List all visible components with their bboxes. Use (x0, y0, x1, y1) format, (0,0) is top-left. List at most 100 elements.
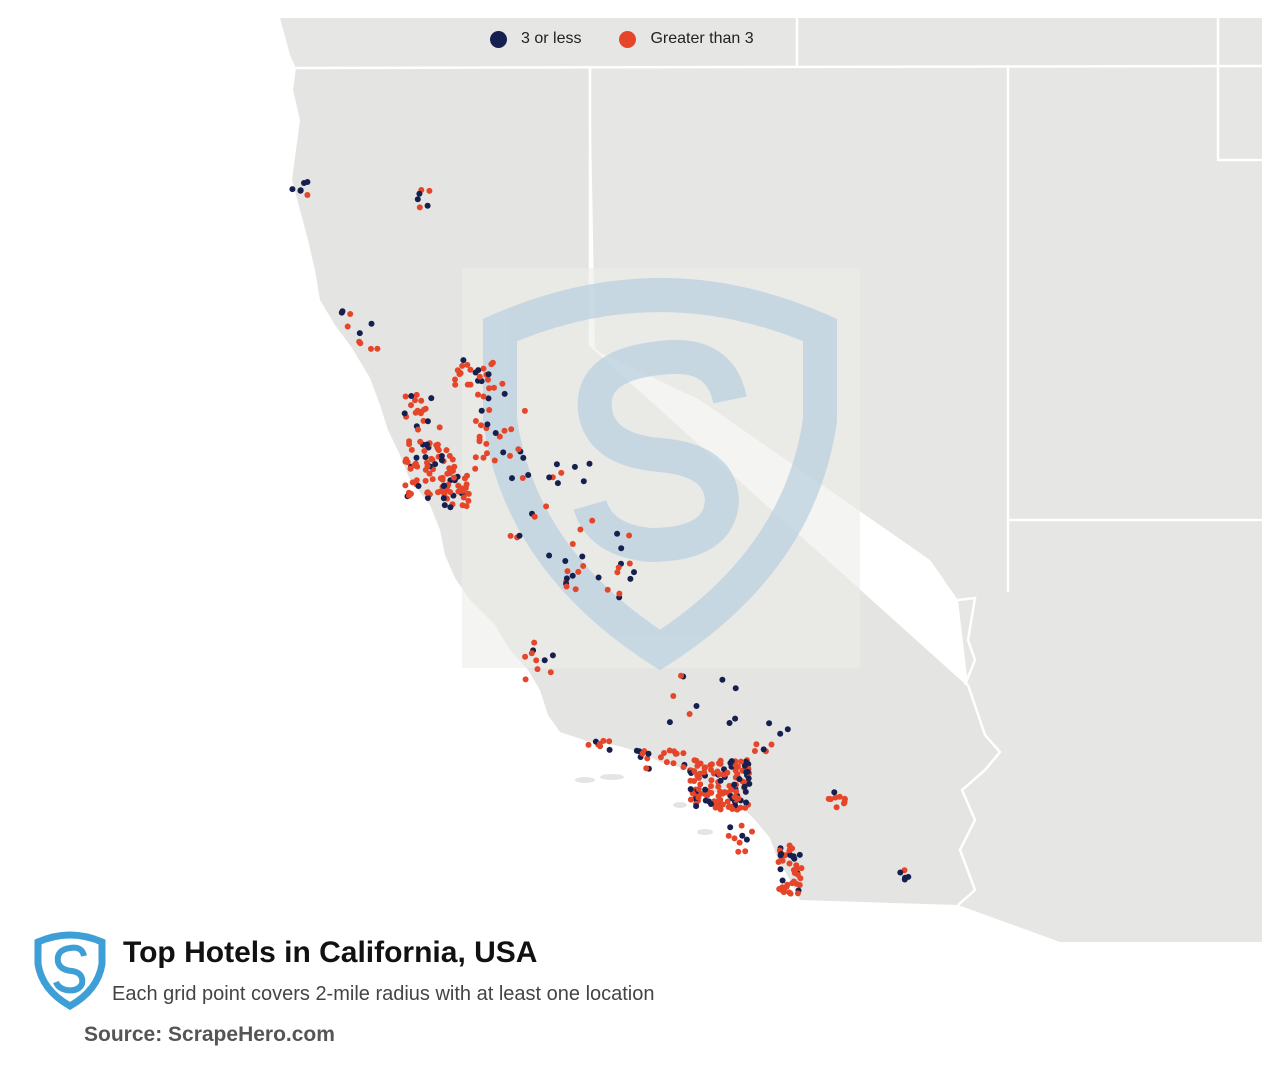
watermark-logo (483, 278, 837, 671)
hotel-point (562, 558, 569, 564)
hotel-point (485, 376, 491, 383)
hotel-point (549, 652, 556, 659)
hotel-point (695, 786, 702, 793)
hotel-point (441, 482, 448, 489)
hotel-point (409, 479, 416, 486)
hotel-point (742, 848, 749, 855)
hotel-point (416, 190, 423, 197)
hotel-point (790, 853, 797, 860)
hotel-point (571, 463, 578, 470)
hotel-point (522, 653, 529, 660)
hotel-point (737, 804, 744, 811)
hotel-point (417, 438, 424, 445)
hotel-point (776, 886, 783, 892)
hotel-point (543, 503, 550, 510)
hotel-point (702, 786, 709, 793)
hotel-point (418, 397, 425, 404)
hotel-point (600, 737, 607, 744)
hotel-point (626, 560, 633, 567)
hotel-point (746, 780, 753, 787)
hotel-point (424, 441, 430, 448)
hotel-point (579, 553, 586, 560)
hotel-point (368, 345, 374, 352)
hotel-point (420, 406, 427, 413)
hotel-point (741, 783, 748, 790)
hotel-point (569, 541, 576, 547)
hotel-point (786, 847, 793, 854)
hotel-point (408, 402, 414, 409)
hotel-point (424, 495, 431, 501)
hotel-point (478, 407, 485, 414)
hotel-point (404, 459, 411, 466)
hotel-point (796, 851, 803, 858)
hotel-point (475, 367, 482, 374)
hotel-point (702, 797, 709, 804)
hotel-point (733, 788, 740, 795)
hotel-point (615, 564, 622, 571)
hotel-point (421, 448, 428, 454)
hotel-point (726, 782, 733, 789)
hotel-point (779, 877, 786, 884)
hotel-point (702, 791, 709, 798)
hotel-point (554, 480, 561, 487)
hotel-point (443, 447, 450, 454)
hotel-point (368, 320, 375, 327)
hotel-point (836, 793, 843, 800)
channel-island (673, 802, 687, 808)
legend-label-high: Greater than 3 (650, 30, 754, 47)
hotel-point (467, 366, 474, 373)
hotel-point (786, 889, 793, 896)
hotel-point (344, 323, 351, 330)
source-credit: Source: ScrapeHero.com (84, 1023, 335, 1046)
hotel-point (749, 828, 755, 835)
hotel-point (501, 427, 508, 434)
hotel-point (701, 769, 708, 776)
hotel-point (563, 575, 570, 582)
hotel-point (678, 672, 684, 679)
hotel-point (484, 450, 490, 457)
hotel-point (407, 465, 414, 472)
hotel-point (356, 330, 363, 337)
hotel-point (708, 766, 714, 773)
hotel-point (702, 764, 708, 771)
hotel-point (496, 433, 503, 440)
hotel-point (412, 460, 419, 467)
hotel-point (531, 513, 538, 520)
hotel-point (414, 196, 421, 203)
hotel-point (424, 418, 431, 425)
hotel-point (338, 309, 345, 316)
hotel-point (406, 441, 413, 448)
hotel-point (546, 552, 553, 559)
hotel-point (708, 777, 715, 784)
hotel-point (420, 417, 427, 424)
hotel-point (708, 783, 714, 790)
hotel-point (424, 202, 431, 209)
hotel-point (459, 362, 466, 369)
hotel-point (455, 482, 462, 489)
hotel-point (464, 361, 471, 368)
hotel-point (789, 880, 796, 887)
hotel-point (304, 179, 311, 185)
hotel-point (779, 857, 786, 864)
hotel-point (786, 860, 793, 867)
hotel-point (289, 186, 296, 193)
circle-icon (490, 30, 507, 48)
hotel-point (901, 876, 908, 883)
hotel-point (743, 799, 750, 806)
hotel-point (450, 474, 457, 481)
hotel-point (715, 793, 722, 800)
hotel-point (459, 502, 466, 509)
hotel-point (606, 738, 613, 745)
hotel-point (595, 574, 602, 581)
hotel-point (784, 726, 791, 733)
hotel-point (645, 750, 652, 757)
hotel-point (480, 454, 487, 461)
hotel-point (564, 568, 571, 575)
hotel-point (357, 340, 364, 347)
hotel-point (577, 526, 584, 533)
hotel-point (472, 418, 479, 424)
hotel-point (777, 866, 784, 873)
hotel-point (794, 890, 801, 897)
hotel-point (738, 758, 744, 765)
hotel-point (408, 490, 414, 497)
